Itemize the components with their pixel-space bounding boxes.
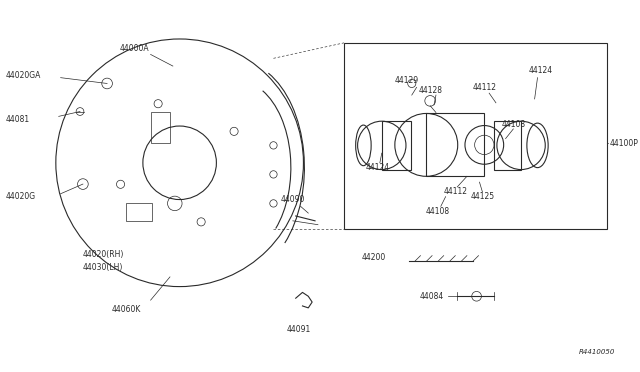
Text: 44124: 44124 xyxy=(366,163,390,172)
Text: 44081: 44081 xyxy=(6,115,29,124)
Text: 44125: 44125 xyxy=(470,192,495,201)
Text: 44000A: 44000A xyxy=(120,44,149,53)
Text: 44128: 44128 xyxy=(419,86,443,95)
Text: 44129: 44129 xyxy=(395,76,419,85)
Text: 44100P: 44100P xyxy=(610,139,639,148)
Bar xyxy=(494,121,521,170)
Text: 44124: 44124 xyxy=(529,66,552,76)
Text: 44091: 44091 xyxy=(287,325,311,334)
Text: R4410050: R4410050 xyxy=(579,349,615,355)
Bar xyxy=(344,43,607,228)
Text: 44090: 44090 xyxy=(280,195,305,204)
Text: 44020(RH): 44020(RH) xyxy=(83,250,124,259)
Text: 44020G: 44020G xyxy=(6,192,36,201)
Text: 44108: 44108 xyxy=(426,207,450,216)
Text: 44200: 44200 xyxy=(362,253,386,262)
Text: 44030(LH): 44030(LH) xyxy=(83,263,124,272)
Text: 44084: 44084 xyxy=(419,292,444,301)
Bar xyxy=(426,113,484,176)
Text: 44112: 44112 xyxy=(472,83,496,92)
Text: 44108: 44108 xyxy=(501,119,525,129)
Text: 44020GA: 44020GA xyxy=(6,71,41,80)
Text: 44060K: 44060K xyxy=(112,305,141,314)
Bar xyxy=(382,121,411,170)
Text: 44112: 44112 xyxy=(444,187,467,196)
